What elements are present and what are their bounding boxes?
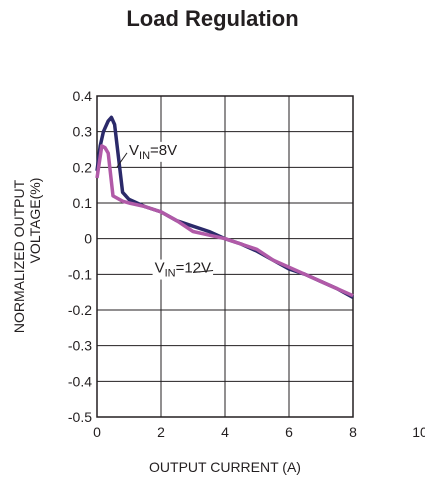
annotation-bg-0 — [127, 141, 180, 162]
y-tick-label-0: 0.4 — [73, 88, 93, 104]
y-tick-label-8: -0.4 — [68, 373, 92, 389]
y-tick-label-2: 0.2 — [73, 159, 93, 175]
y-tick-label-5: -0.1 — [68, 266, 92, 282]
x-tick-label-1: 2 — [157, 424, 165, 440]
annotations: VIN=8V VIN=12V — [116, 141, 214, 280]
y-axis-label-line-2: VOLTAGE(%) — [27, 178, 43, 264]
x-tick-label-3: 6 — [285, 424, 293, 440]
y-tick-label-4: 0 — [84, 231, 92, 247]
y-tick-label-9: -0.5 — [68, 409, 92, 425]
x-axis-label: OUTPUT CURRENT (A) — [149, 459, 301, 475]
x-tick-label-5: 10 — [412, 424, 425, 440]
annotation-text-0: VIN=8V — [129, 142, 177, 162]
tick-labels: 0 2 4 6 8 10 0.4 0.3 0.2 0.1 0 -0.1 -0.2 -0.3 -0.4 -0.5 — [68, 88, 425, 440]
series-line-vin-12v — [95, 144, 354, 298]
plot-frame — [96, 95, 354, 418]
series-lines — [95, 115, 354, 300]
y-axis-label-line-1: NORMALIZED OUTPUT — [11, 179, 27, 333]
y-tick-label-6: -0.2 — [68, 302, 92, 318]
y-tick-label-1: 0.3 — [73, 124, 93, 140]
y-tick-label-3: 0.1 — [73, 195, 93, 211]
annotation-bg-1 — [152, 259, 214, 280]
x-tick-label-2: 4 — [221, 424, 229, 440]
x-tick-label-4: 8 — [349, 424, 357, 440]
x-tick-label-0: 0 — [93, 424, 101, 440]
y-tick-label-7: -0.3 — [68, 338, 92, 354]
annotation-text-1: VIN=12V — [155, 260, 211, 280]
annotation-1: VIN=12V — [152, 259, 214, 280]
annotation-leader-0 — [116, 152, 128, 168]
annotation-0: VIN=8V — [116, 141, 180, 168]
annotation-leader-1 — [192, 270, 214, 274]
chart-title: Load Regulation — [126, 6, 299, 31]
